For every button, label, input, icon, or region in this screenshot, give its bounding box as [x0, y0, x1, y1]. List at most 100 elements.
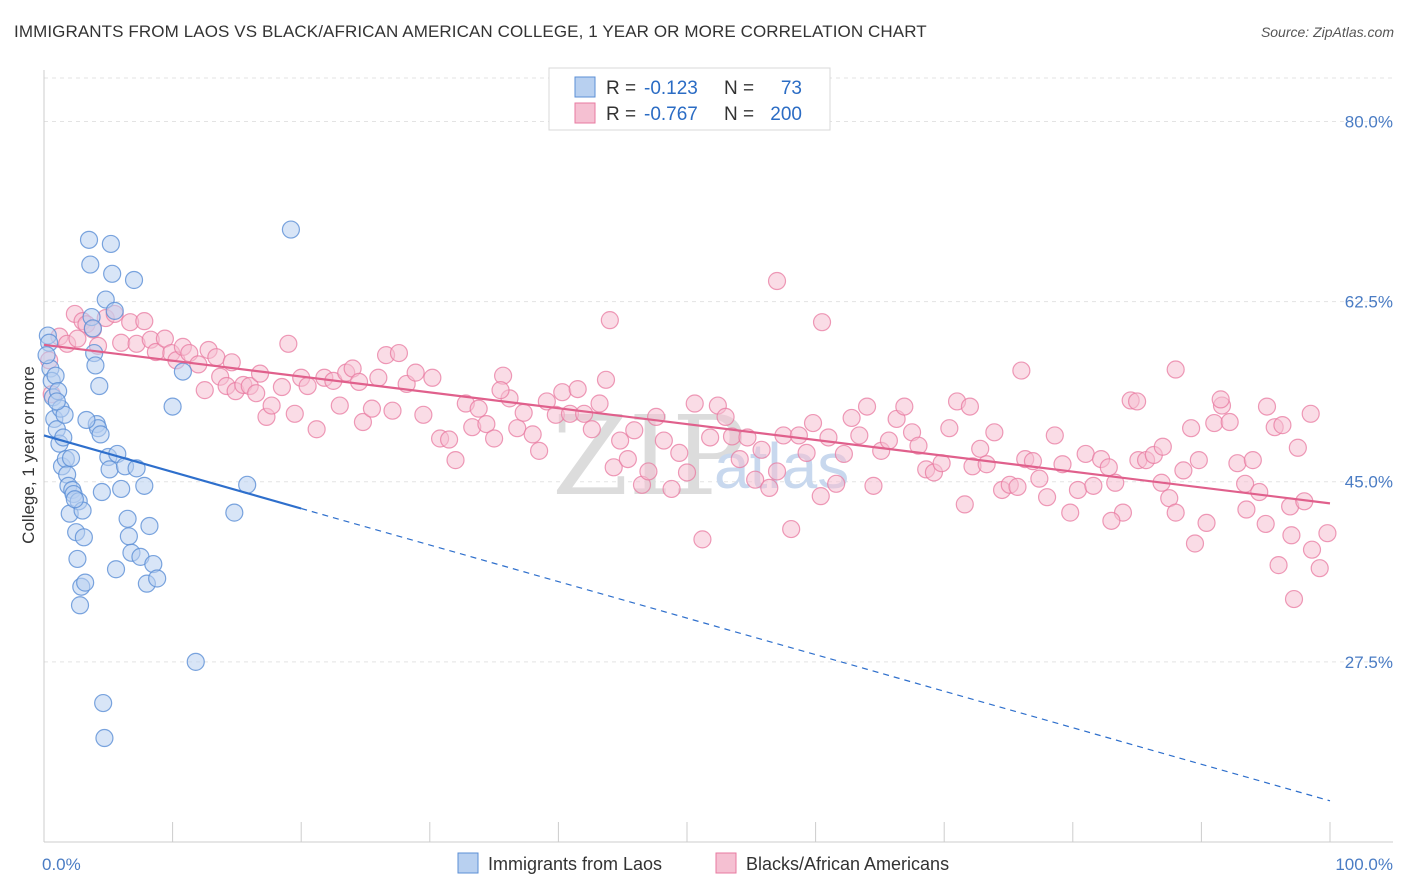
point-blacks	[1228, 454, 1247, 473]
point-blacks	[1256, 514, 1275, 534]
point-laos	[173, 362, 192, 381]
series-laos-points	[37, 220, 301, 748]
point-laos	[81, 255, 100, 274]
point-blacks	[834, 444, 853, 464]
point-blacks	[530, 441, 549, 460]
point-blacks	[207, 348, 226, 367]
legend-r-label-1: R =	[606, 78, 636, 99]
point-blacks	[1185, 534, 1205, 553]
point-laos	[106, 560, 126, 579]
point-blacks	[971, 439, 990, 458]
point-laos	[86, 356, 105, 375]
point-blacks	[1257, 397, 1277, 416]
point-laos	[140, 516, 159, 536]
point-blacks	[1220, 412, 1239, 432]
legend-n-value-2: 200	[770, 104, 802, 125]
point-blacks	[1106, 473, 1125, 492]
point-blacks	[730, 449, 749, 469]
point-blacks	[1068, 480, 1088, 500]
point-laos	[91, 425, 110, 444]
point-laos	[112, 479, 131, 499]
point-blacks	[1197, 513, 1216, 533]
legend-r-label-2: R =	[606, 104, 636, 125]
point-laos	[61, 448, 81, 468]
point-blacks	[135, 312, 154, 331]
point-blacks	[1211, 390, 1230, 409]
point-laos	[105, 301, 124, 320]
point-laos	[83, 319, 102, 338]
point-blacks	[596, 370, 616, 389]
point-blacks	[582, 420, 601, 439]
point-blacks	[857, 397, 877, 416]
point-blacks	[797, 443, 816, 463]
point-blacks	[439, 430, 459, 449]
point-blacks	[285, 404, 304, 423]
point-blacks	[977, 455, 996, 474]
point-blacks	[553, 383, 572, 402]
bottom-legend-swatch-blacks	[715, 852, 737, 874]
point-blacks	[604, 458, 623, 477]
point-blacks	[611, 431, 630, 450]
point-blacks	[568, 379, 587, 399]
point-laos	[281, 220, 301, 239]
point-blacks	[414, 405, 433, 424]
point-blacks	[369, 368, 388, 387]
point-blacks	[600, 311, 619, 330]
point-blacks	[68, 329, 87, 348]
point-laos	[186, 652, 205, 671]
point-blacks	[618, 449, 637, 469]
point-laos	[37, 346, 56, 365]
point-blacks	[716, 407, 735, 426]
regression-line-laos	[43, 434, 302, 510]
point-blacks	[1061, 503, 1080, 522]
series-blacks-points	[40, 271, 1337, 609]
point-laos	[95, 728, 114, 748]
x-tick-label-max: 100.0%	[1335, 855, 1393, 874]
point-blacks	[662, 479, 681, 499]
point-laos	[92, 482, 111, 502]
point-blacks	[1045, 426, 1064, 445]
point-blacks	[508, 419, 527, 438]
point-blacks	[812, 313, 832, 332]
legend-n-label-2: N =	[724, 104, 754, 125]
source-label: Source: ZipAtlas.com	[1260, 24, 1394, 40]
point-laos	[103, 264, 122, 283]
y-tick-label: 27.5%	[1345, 653, 1393, 672]
regression-line-laos-extrapolated	[301, 507, 1331, 802]
point-blacks	[693, 530, 712, 549]
point-blacks	[625, 421, 644, 440]
regression-lines	[43, 343, 1331, 802]
point-laos	[70, 596, 90, 615]
point-blacks	[1030, 469, 1049, 488]
bottom-legend-swatch-laos	[457, 852, 479, 874]
axes	[43, 70, 1393, 843]
point-laos	[65, 490, 84, 509]
point-blacks	[195, 381, 214, 400]
point-blacks	[1076, 444, 1095, 464]
point-laos	[127, 459, 146, 478]
point-blacks	[811, 487, 830, 506]
point-blacks	[746, 470, 765, 489]
point-blacks	[1166, 360, 1185, 379]
point-blacks	[1174, 461, 1193, 480]
point-laos	[94, 693, 113, 713]
legend-swatch-laos	[574, 76, 596, 98]
point-blacks	[112, 333, 131, 352]
point-blacks	[1288, 438, 1307, 457]
point-blacks	[1243, 451, 1262, 470]
point-laos	[124, 270, 144, 290]
chart-title: IMMIGRANTS FROM LAOS VS BLACK/AFRICAN AM…	[14, 22, 927, 41]
point-blacks	[1127, 392, 1147, 411]
y-tick-label: 45.0%	[1345, 473, 1393, 492]
point-blacks	[940, 419, 959, 438]
stats-legend: R = -0.123 N = 73 R = -0.767 N = 200	[548, 67, 831, 131]
point-blacks	[767, 271, 787, 291]
point-blacks	[767, 462, 787, 481]
point-blacks	[1037, 488, 1057, 507]
point-blacks	[960, 397, 980, 416]
y-tick-label: 62.5%	[1345, 293, 1393, 312]
stats-legend-box	[548, 67, 831, 131]
point-blacks	[523, 425, 542, 444]
y-tick-labels: 27.5% 45.0% 62.5% 80.0%	[1345, 112, 1393, 671]
point-laos	[101, 234, 120, 254]
